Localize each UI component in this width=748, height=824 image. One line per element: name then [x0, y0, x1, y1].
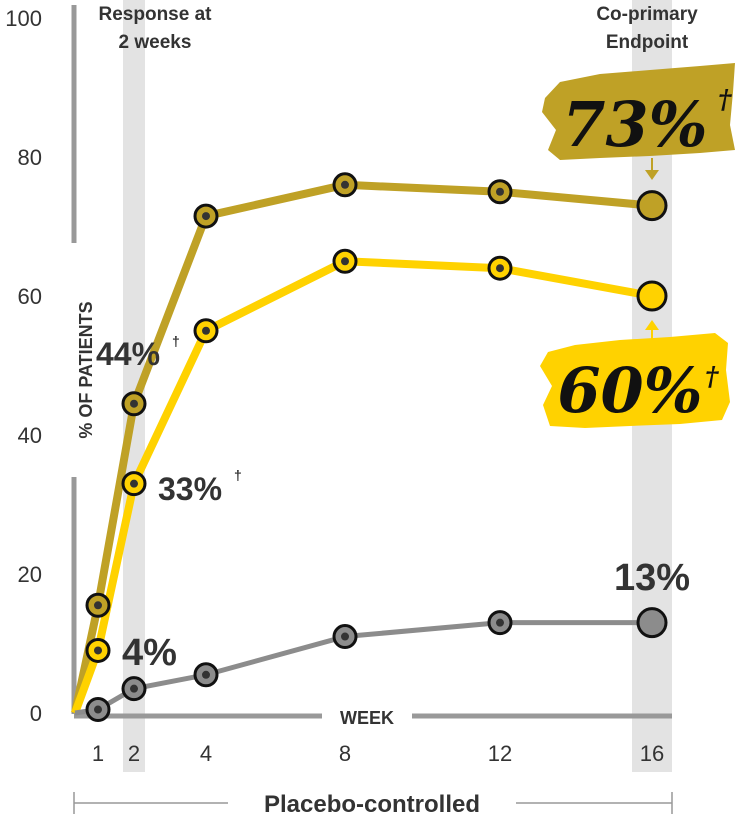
- week2-highlight-band: [123, 0, 145, 772]
- y-tick-label: 60: [18, 284, 42, 309]
- y-tick-label: 40: [18, 423, 42, 448]
- header-right-line1: Co-primary: [596, 4, 698, 25]
- data-point-center-dot: [341, 180, 349, 189]
- data-point-center-dot: [130, 684, 138, 693]
- header-left-line1: Response at: [99, 4, 213, 25]
- label-yellow-week2: 33%: [158, 471, 222, 507]
- y-tick-label: 80: [18, 145, 42, 170]
- data-point-center-dot: [496, 618, 504, 627]
- data-point-center-dot: [341, 257, 349, 266]
- data-point-series-2: [636, 280, 668, 312]
- data-point-center-dot: [496, 187, 504, 196]
- x-tick-label: 4: [200, 741, 212, 766]
- data-point-center-dot: [130, 479, 138, 488]
- y-tick-label: 0: [30, 701, 42, 726]
- callout-dark-mark: †: [718, 85, 732, 115]
- y-tick-label: 20: [18, 562, 42, 587]
- data-point-center-dot: [202, 326, 210, 335]
- x-tick-label: 2: [128, 741, 140, 766]
- footer-label: Placebo-controlled: [264, 791, 480, 818]
- label-gray-week2: 4%: [122, 632, 177, 674]
- data-point-center-dot: [202, 670, 210, 679]
- x-tick-label: 16: [640, 741, 664, 766]
- y-tick-labels: 0 20 40 60 80 100: [5, 6, 42, 726]
- y-tick-label: 100: [5, 6, 42, 31]
- label-dark-week2: 44%: [96, 336, 160, 372]
- callout-arrow-yellow-head: [645, 320, 659, 330]
- data-point-series-1: [636, 190, 668, 222]
- label-gray-week16: 13%: [614, 557, 690, 599]
- x-axis-title: WEEK: [340, 708, 394, 728]
- data-point-series-3: [636, 607, 668, 639]
- data-point-center-dot: [341, 632, 349, 641]
- data-point-center-dot: [202, 212, 210, 221]
- x-tick-labels: 1 2 4 8 12 16: [92, 741, 664, 766]
- data-point-center-dot: [130, 399, 138, 408]
- data-point-center-dot: [94, 646, 102, 655]
- data-point-center-dot: [94, 705, 102, 714]
- callout-brush-yellow: [540, 333, 730, 428]
- x-tick-label: 1: [92, 741, 104, 766]
- data-point-center-dot: [94, 601, 102, 610]
- y-axis-title: % OF PATIENTS: [76, 301, 96, 438]
- callout-yellow-mark: †: [705, 362, 719, 392]
- callout-yellow-value: 60%: [557, 354, 702, 427]
- callout-dark-value: 73%: [562, 88, 707, 161]
- callout-arrow-dark-head: [645, 170, 659, 180]
- callout-brush-dark: [542, 63, 735, 160]
- header-left-line2: 2 weeks: [119, 32, 192, 53]
- data-point-center-dot: [496, 264, 504, 273]
- x-tick-label: 12: [488, 741, 512, 766]
- label-yellow-week2-mark: †: [234, 467, 242, 483]
- label-dark-week2-mark: †: [172, 333, 180, 349]
- header-right-line2: Endpoint: [606, 32, 689, 53]
- series-group: [71, 172, 668, 723]
- x-tick-label: 8: [339, 741, 351, 766]
